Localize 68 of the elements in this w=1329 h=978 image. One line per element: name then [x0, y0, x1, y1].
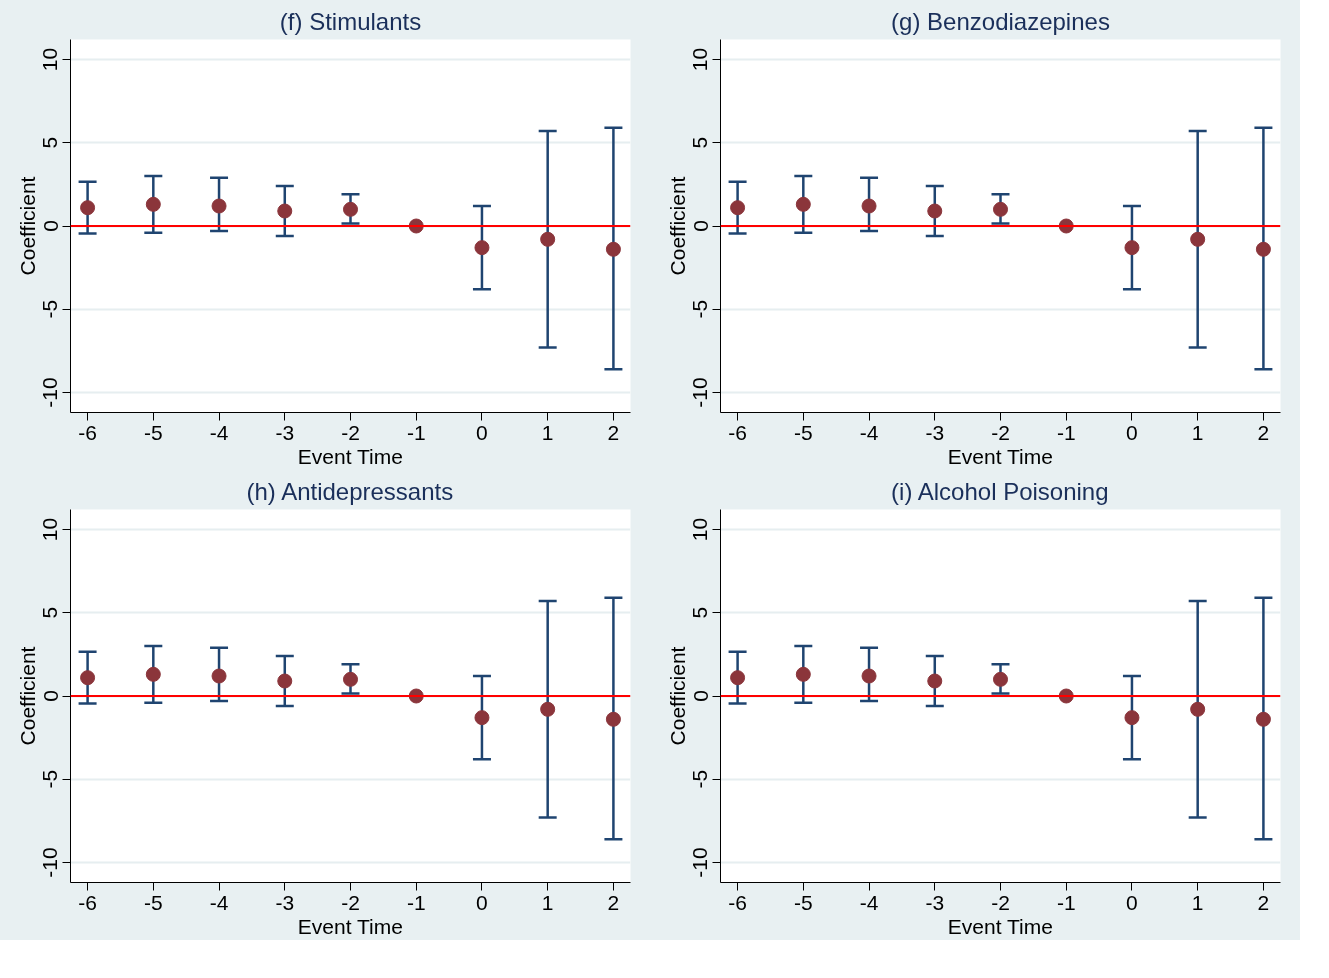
y-axis-title: Coefficient	[15, 176, 39, 276]
x-tick-label: 0	[1126, 420, 1138, 444]
x-tick-label: -3	[275, 420, 295, 444]
y-tick-label: 5	[38, 606, 62, 619]
y-tick-label: 10	[688, 47, 712, 72]
x-tick-label: 0	[476, 890, 488, 914]
chart-title: (g) Benzodiazepines	[891, 7, 1110, 35]
x-tick-label: -2	[341, 890, 360, 914]
y-tick-label: 10	[38, 517, 62, 542]
x-tick-label: -5	[793, 890, 813, 914]
x-tick-label: -1	[406, 420, 426, 444]
x-tick-label: -6	[78, 420, 97, 444]
x-tick-label: 2	[607, 890, 620, 914]
x-tick-label: 1	[1191, 890, 1204, 914]
x-tick-label: -6	[728, 890, 747, 914]
x-axis-title: Event Time	[297, 444, 403, 468]
x-tick-label: -2	[991, 890, 1010, 914]
y-tick-label: -10	[38, 377, 62, 408]
y-tick-label: 10	[688, 517, 712, 542]
x-tick-label: -4	[209, 420, 229, 444]
y-tick-label: 0	[38, 690, 62, 702]
x-tick-label: -2	[991, 420, 1010, 444]
y-tick-label: 10	[38, 47, 62, 72]
y-tick-label: 0	[688, 220, 712, 232]
x-tick-label: -3	[275, 890, 295, 914]
y-tick-label: 0	[688, 690, 712, 702]
y-tick-label: 5	[688, 606, 712, 619]
x-tick-label: 2	[1257, 890, 1270, 914]
y-tick-label: 5	[38, 136, 62, 149]
chart-title: (h) Antidepressants	[246, 477, 454, 505]
x-axis-title: Event Time	[947, 914, 1053, 938]
x-tick-label: -3	[925, 890, 945, 914]
y-axis-title: Coefficient	[15, 646, 39, 746]
x-tick-label: -6	[728, 420, 747, 444]
x-tick-label: 0	[476, 420, 488, 444]
x-tick-label: -3	[925, 420, 945, 444]
y-axis-title: Coefficient	[665, 176, 689, 276]
y-tick-label: -5	[688, 769, 712, 789]
chart-title: (i) Alcohol Poisoning	[891, 477, 1109, 505]
x-tick-label: -5	[143, 420, 163, 444]
x-tick-label: 0	[1126, 890, 1138, 914]
y-tick-label: -10	[688, 847, 712, 878]
x-tick-label: -1	[406, 890, 426, 914]
x-tick-label: 2	[1257, 420, 1270, 444]
x-tick-label: -4	[859, 890, 879, 914]
y-axis-title: Coefficient	[665, 646, 689, 746]
x-tick-label: 1	[1191, 420, 1204, 444]
x-tick-label: -4	[209, 890, 229, 914]
x-tick-label: -1	[1056, 420, 1076, 444]
x-tick-label: 1	[541, 890, 554, 914]
x-tick-label: -6	[78, 890, 97, 914]
x-tick-label: -5	[143, 890, 163, 914]
x-tick-label: -5	[793, 420, 813, 444]
x-tick-label: 1	[541, 420, 554, 444]
y-tick-label: -5	[38, 769, 62, 789]
x-axis-title: Event Time	[947, 444, 1053, 468]
x-axis-title: Event Time	[297, 914, 403, 938]
x-tick-label: -4	[859, 420, 879, 444]
y-tick-label: -10	[688, 377, 712, 408]
y-tick-label: 0	[38, 220, 62, 232]
y-tick-label: -5	[38, 299, 62, 319]
chart-title: (f) Stimulants	[279, 7, 422, 35]
y-tick-label: -10	[38, 847, 62, 878]
y-tick-label: 5	[688, 136, 712, 149]
y-tick-label: -5	[688, 299, 712, 319]
x-tick-label: -1	[1056, 890, 1076, 914]
x-tick-label: -2	[341, 420, 360, 444]
x-tick-label: 2	[607, 420, 620, 444]
